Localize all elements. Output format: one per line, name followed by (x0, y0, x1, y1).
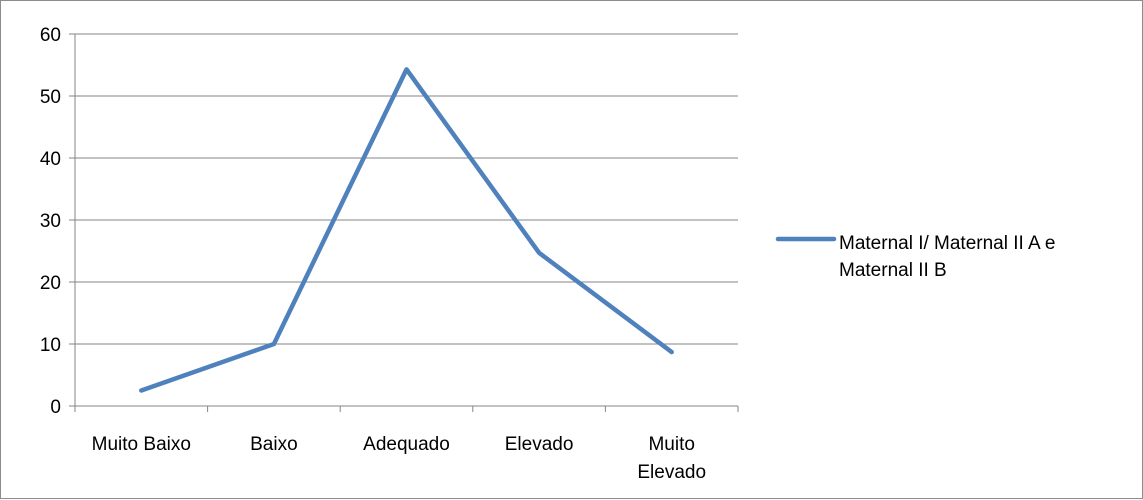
series-layer (141, 69, 672, 390)
y-tick-label: 40 (40, 149, 61, 170)
y-tick-label: 60 (40, 25, 61, 46)
gridlines (75, 34, 738, 344)
axes (69, 34, 738, 412)
y-tick-label: 10 (40, 335, 61, 356)
x-tick-label: Adequado (363, 434, 450, 455)
tick-labels: 0 10 20 30 40 50 60 Muito Baixo Baixo Adequado Ele… (40, 25, 706, 483)
y-tick-label: 50 (40, 87, 61, 108)
y-tick-label: 30 (40, 211, 61, 232)
series-line (141, 69, 671, 390)
x-tick-label: Baixo (250, 434, 298, 455)
y-tick-label: 0 (50, 397, 61, 418)
x-tick-label: Muito Baixo (92, 434, 191, 455)
y-tick-label: 20 (40, 273, 61, 294)
x-tick-label: Elevado (505, 434, 574, 455)
